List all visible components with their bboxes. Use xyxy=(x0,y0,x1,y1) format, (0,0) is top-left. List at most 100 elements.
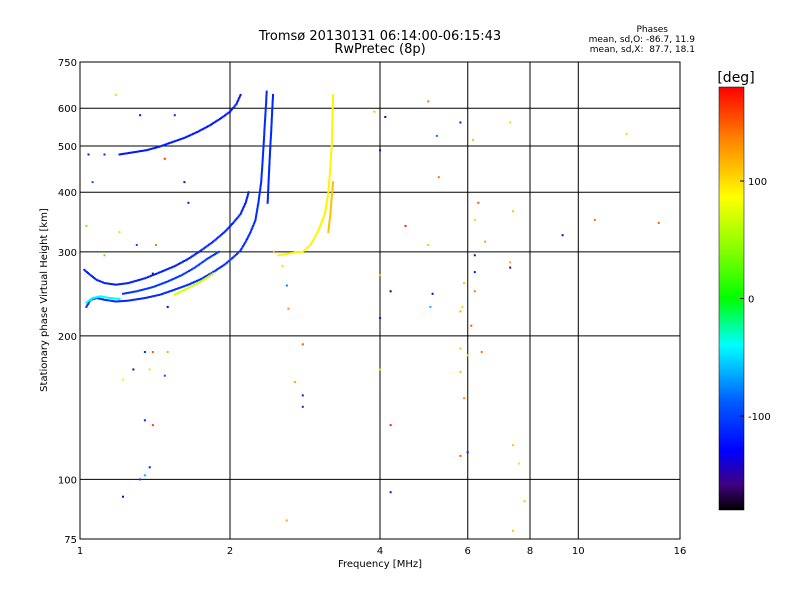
trace-point xyxy=(264,118,267,121)
trace-point xyxy=(193,266,196,269)
trace-point xyxy=(319,223,322,226)
trace-point xyxy=(190,268,193,271)
trace-point xyxy=(301,250,304,253)
trace-point xyxy=(331,108,334,111)
scatter-point xyxy=(285,519,288,522)
trace-point xyxy=(270,127,273,130)
trace-point xyxy=(105,299,108,301)
trace-point xyxy=(196,252,199,254)
trace-point xyxy=(311,241,313,244)
trace-point xyxy=(218,235,221,238)
trace-point xyxy=(156,272,159,275)
trace-point xyxy=(169,141,172,144)
trace-point xyxy=(137,298,140,300)
trace-point xyxy=(230,109,233,112)
trace-point xyxy=(330,149,333,152)
trace-point xyxy=(175,292,178,295)
trace-point xyxy=(329,168,332,171)
trace-point xyxy=(134,298,137,301)
trace-point xyxy=(140,289,143,291)
trace-point xyxy=(267,182,270,185)
trace-point xyxy=(118,297,121,300)
trace-point xyxy=(125,299,128,302)
trace-point xyxy=(124,152,127,155)
trace-point xyxy=(255,214,258,217)
trace-point xyxy=(168,267,171,270)
trace-point xyxy=(212,272,215,275)
trace-point xyxy=(87,299,90,302)
trace-point xyxy=(150,147,153,150)
trace-point xyxy=(201,279,204,282)
trace-point xyxy=(168,290,171,293)
y-tick-label: 300 xyxy=(58,248,77,259)
scatter-point xyxy=(151,272,154,275)
trace-point xyxy=(194,280,197,283)
trace-point xyxy=(123,292,126,295)
trace-point xyxy=(200,280,203,283)
trace-point xyxy=(169,279,172,282)
trace-point xyxy=(111,283,114,286)
trace-point xyxy=(119,283,122,286)
trace-point xyxy=(198,281,201,284)
trace-point xyxy=(172,278,175,280)
trace-point xyxy=(193,284,195,287)
trace-point xyxy=(332,93,335,96)
trace-point xyxy=(210,241,213,244)
trace-point xyxy=(169,290,172,293)
trace-point xyxy=(267,178,270,180)
trace-point xyxy=(217,118,220,121)
trace-point xyxy=(208,256,211,259)
trace-point xyxy=(238,95,241,98)
trace-point xyxy=(261,160,264,162)
trace-point xyxy=(331,113,334,116)
trace-point xyxy=(175,288,178,290)
trace-point xyxy=(331,191,334,194)
trace-point xyxy=(242,245,245,248)
trace-point xyxy=(252,225,255,227)
trace-point xyxy=(125,292,128,295)
trace-point xyxy=(219,234,222,237)
scatter-point xyxy=(285,284,288,287)
trace-point xyxy=(327,192,330,195)
trace-point xyxy=(113,300,116,303)
trace-point xyxy=(331,190,334,193)
trace-point xyxy=(256,208,259,210)
trace-point xyxy=(239,93,242,96)
scatter-point xyxy=(379,149,381,152)
trace-point xyxy=(229,225,231,228)
trace-point xyxy=(225,113,228,116)
trace-point xyxy=(194,283,197,286)
trace-point xyxy=(157,145,160,148)
trace-point xyxy=(216,119,219,122)
trace-point xyxy=(258,195,261,198)
trace-point xyxy=(329,159,332,161)
trace-point xyxy=(247,192,250,195)
trace-point xyxy=(233,255,236,258)
trace-point xyxy=(162,282,165,285)
trace-point xyxy=(117,300,120,303)
trace-point xyxy=(263,129,266,132)
trace-point xyxy=(253,220,256,223)
trace-point xyxy=(304,248,307,251)
trace-point xyxy=(330,203,333,206)
trace-point xyxy=(264,115,267,117)
trace-point xyxy=(326,194,329,197)
scatter-point xyxy=(301,405,304,408)
trace-point xyxy=(331,187,334,190)
trace-point xyxy=(137,150,140,153)
trace-point xyxy=(331,121,334,124)
trace-point xyxy=(194,131,197,134)
scatter-point xyxy=(122,495,124,498)
trace-point xyxy=(328,175,331,177)
trace-point xyxy=(163,281,166,284)
trace-point xyxy=(171,266,173,269)
trace-point xyxy=(241,246,244,249)
trace-point xyxy=(287,252,290,255)
trace-point xyxy=(179,286,182,289)
scatter-point xyxy=(509,261,512,264)
trace-point xyxy=(213,270,216,273)
trace-point xyxy=(260,176,263,179)
trace-point xyxy=(257,198,260,201)
trace-point xyxy=(267,174,270,177)
trace-point xyxy=(199,129,202,132)
